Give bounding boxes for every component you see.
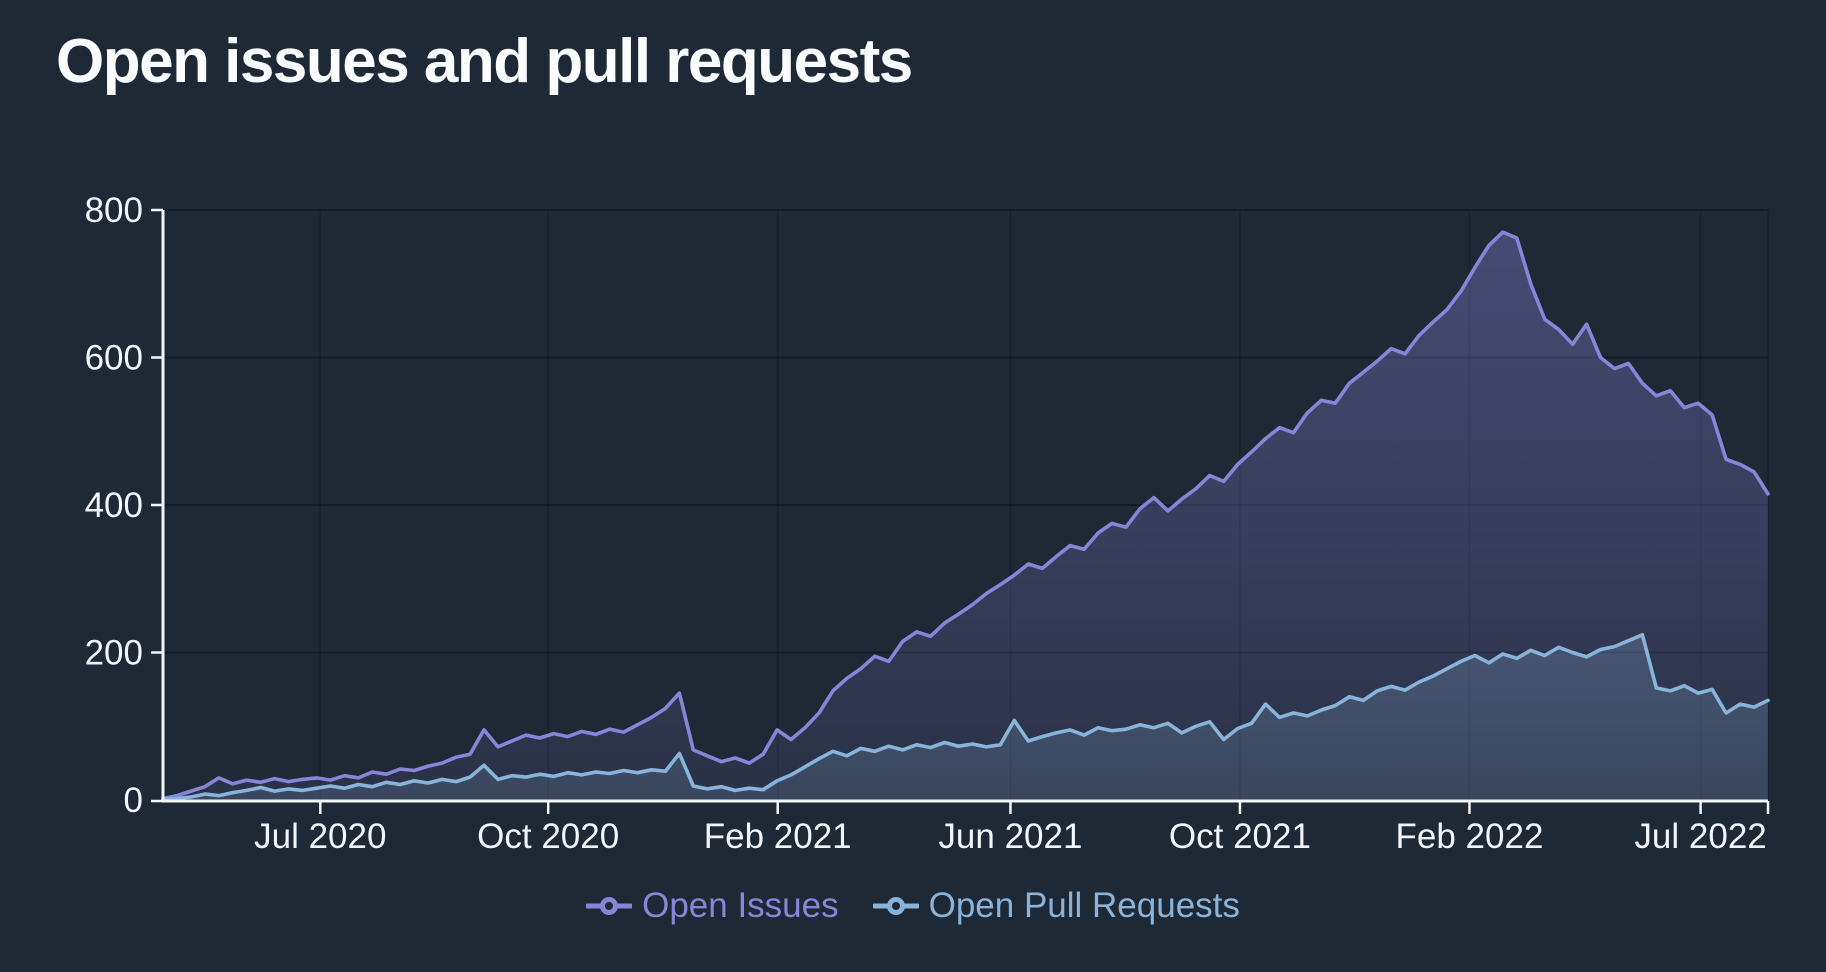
- series-line-open-pull-requests: [161, 633, 1770, 802]
- legend-item-open-issues[interactable]: Open Issues: [586, 886, 839, 926]
- open-issues-marker-icon: [586, 897, 633, 915]
- y-axis-label: 800: [85, 191, 143, 230]
- chart-legend: Open Issues Open Pull Requests: [0, 886, 1826, 926]
- x-axis-label: Feb 2021: [704, 817, 852, 856]
- y-axis-label: 0: [124, 781, 143, 820]
- series-line-open-issues: [161, 230, 1770, 801]
- x-axis-label: Jul 2022: [1634, 817, 1766, 856]
- y-axis-label: 600: [85, 339, 143, 378]
- x-axis-label: Jul 2020: [254, 817, 386, 856]
- y-axis-label: 200: [85, 634, 143, 673]
- legend-label-open-issues: Open Issues: [642, 886, 839, 925]
- area-fill-open-pull-requests: [163, 634, 1768, 800]
- x-axis-label: Oct 2021: [1169, 817, 1311, 856]
- x-axis-label: Feb 2022: [1396, 817, 1544, 856]
- open-pull-requests-marker-icon: [872, 897, 919, 915]
- x-axis-label: Oct 2020: [477, 817, 619, 856]
- y-axis-label: 400: [85, 486, 143, 525]
- page-title: Open issues and pull requests: [56, 27, 913, 96]
- x-axis-label: Jun 2021: [938, 817, 1082, 856]
- legend-item-open-pull-requests[interactable]: Open Pull Requests: [872, 886, 1240, 926]
- legend-label-open-pull-requests: Open Pull Requests: [928, 886, 1240, 925]
- area-fill-open-issues: [163, 232, 1768, 801]
